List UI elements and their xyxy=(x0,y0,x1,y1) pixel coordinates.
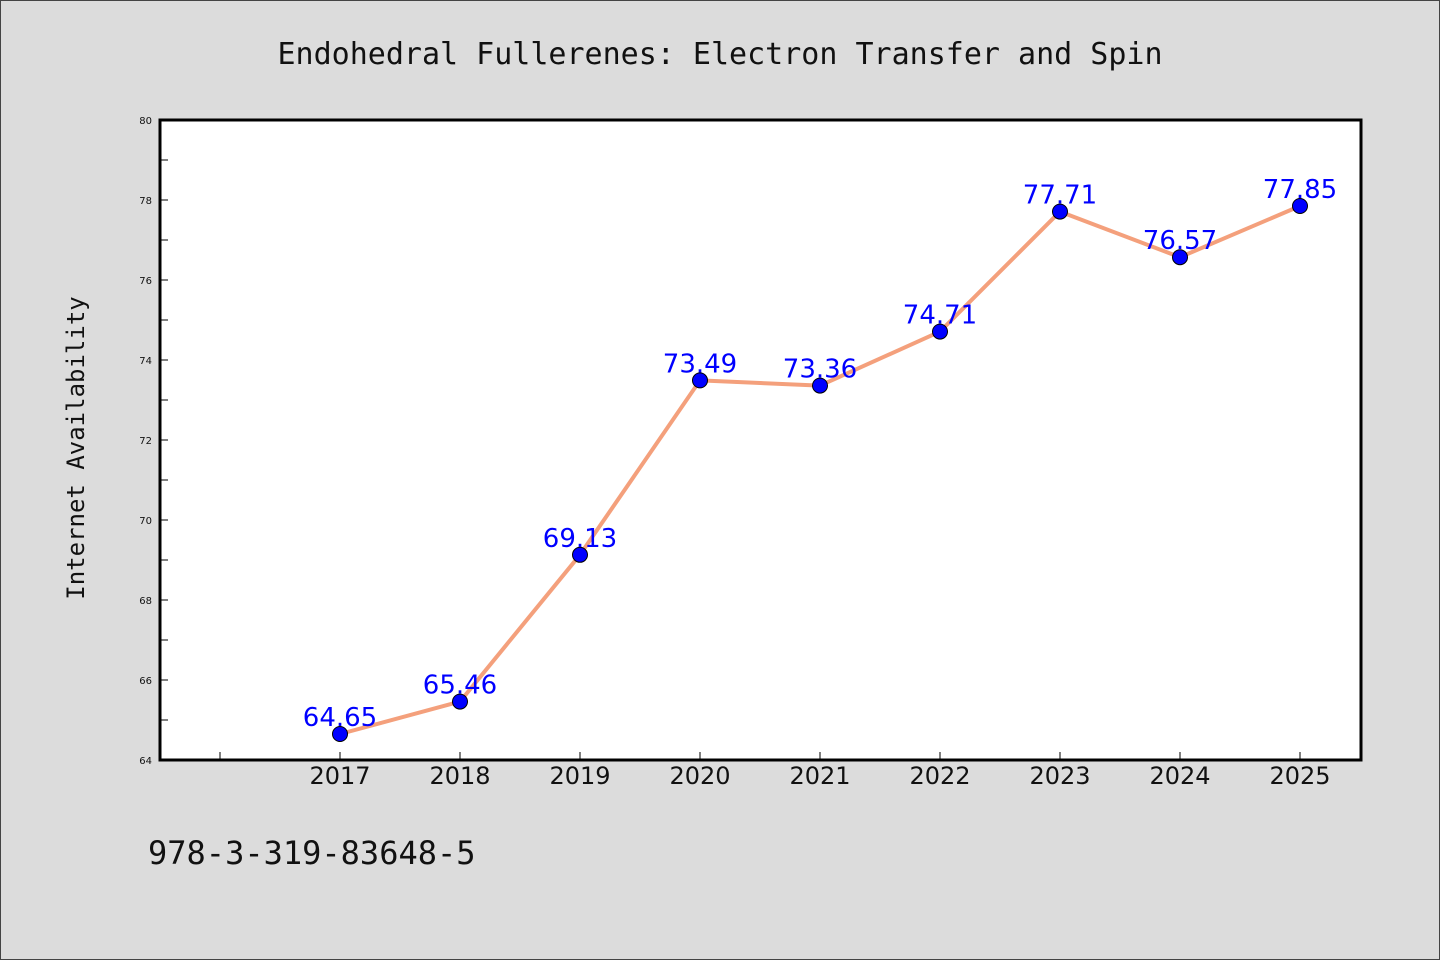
data-point xyxy=(692,372,708,389)
y-tick-label: 68 xyxy=(139,596,152,607)
data-label: 69.13 xyxy=(543,524,617,554)
data-label: 73.49 xyxy=(663,349,737,379)
y-tick-label: 64 xyxy=(139,756,152,767)
y-axis-label: Internet Availability xyxy=(62,296,90,599)
x-tick-label: 2018 xyxy=(429,762,490,790)
x-tick-label: 2021 xyxy=(789,762,850,790)
y-tick-label: 78 xyxy=(139,196,152,207)
x-axis: 2017 2018 2019 2020 2021 2022 2023 2024 2025 xyxy=(219,752,1331,790)
x-tick-label: 2017 xyxy=(309,762,370,790)
chart-title: Endohedral Fullerenes: Electron Transfer… xyxy=(277,37,1162,72)
y-tick-label: 80 xyxy=(139,116,152,127)
x-tick-label: 2024 xyxy=(1149,762,1210,790)
data-label: 77.71 xyxy=(1023,181,1097,211)
data-label: 64.65 xyxy=(303,703,377,733)
data-label: 74.71 xyxy=(903,301,977,331)
data-label: 73.36 xyxy=(783,355,857,385)
y-tick-label: 74 xyxy=(139,356,152,367)
data-point xyxy=(452,693,468,710)
data-label: 77.85 xyxy=(1263,175,1337,205)
data-point xyxy=(812,377,828,394)
x-tick-label: 2019 xyxy=(549,762,610,790)
data-point xyxy=(572,546,588,563)
data-point xyxy=(332,726,348,742)
y-tick-label: 70 xyxy=(139,516,152,527)
x-tick-label: 2022 xyxy=(909,762,970,790)
y-tick-label: 72 xyxy=(139,436,152,447)
data-point xyxy=(1172,249,1188,266)
y-axis: 64 66 68 70 72 74 76 78 80 xyxy=(139,116,168,767)
data-series: 64.65 65.46 69.13 73.49 73.36 74.71 77.71 76.57… xyxy=(303,175,1337,742)
x-tick-label: 2025 xyxy=(1269,762,1330,790)
footer-code: 978-3-319-83648-5 xyxy=(148,834,476,872)
data-point xyxy=(1052,203,1068,220)
y-tick-label: 76 xyxy=(139,276,152,287)
data-point xyxy=(932,323,948,340)
data-label: 65.46 xyxy=(423,671,497,701)
x-tick-label: 2023 xyxy=(1029,762,1090,790)
y-tick-label: 66 xyxy=(139,676,152,687)
data-point xyxy=(1292,198,1308,214)
x-tick-label: 2020 xyxy=(669,762,730,790)
data-label: 76.57 xyxy=(1143,226,1217,256)
plot-area xyxy=(158,118,1363,762)
